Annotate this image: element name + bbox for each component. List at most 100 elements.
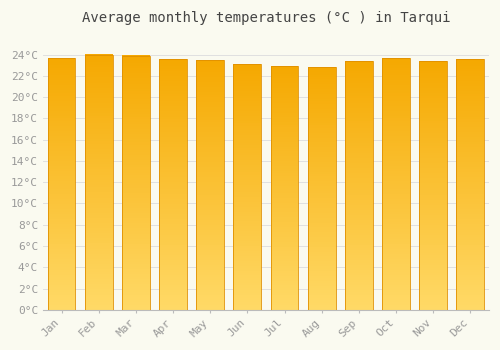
- Bar: [159, 244, 187, 247]
- Bar: [234, 194, 262, 197]
- Bar: [48, 136, 76, 138]
- Bar: [308, 184, 336, 186]
- Bar: [196, 152, 224, 155]
- Bar: [382, 199, 410, 202]
- Bar: [122, 121, 150, 124]
- Bar: [234, 64, 262, 66]
- Bar: [159, 197, 187, 199]
- Bar: [270, 86, 298, 88]
- Bar: [382, 216, 410, 219]
- Bar: [85, 111, 112, 113]
- Bar: [419, 143, 447, 146]
- Bar: [456, 242, 484, 245]
- Bar: [159, 217, 187, 219]
- Bar: [85, 197, 112, 200]
- Bar: [382, 307, 410, 310]
- Bar: [122, 63, 150, 66]
- Bar: [122, 101, 150, 104]
- Bar: [308, 135, 336, 138]
- Bar: [270, 290, 298, 293]
- Bar: [122, 254, 150, 257]
- Bar: [270, 69, 298, 71]
- Bar: [122, 152, 150, 155]
- Bar: [456, 64, 484, 66]
- Bar: [456, 285, 484, 287]
- Bar: [159, 287, 187, 290]
- Bar: [419, 265, 447, 267]
- Bar: [234, 106, 262, 108]
- Bar: [382, 90, 410, 93]
- Bar: [122, 269, 150, 272]
- Bar: [85, 218, 112, 220]
- Bar: [345, 126, 373, 128]
- Bar: [85, 172, 112, 175]
- Bar: [419, 290, 447, 293]
- Bar: [122, 239, 150, 241]
- Bar: [456, 202, 484, 204]
- Bar: [419, 113, 447, 116]
- Bar: [382, 111, 410, 113]
- Bar: [456, 192, 484, 194]
- Bar: [196, 265, 224, 267]
- Bar: [456, 282, 484, 285]
- Bar: [419, 98, 447, 101]
- Bar: [48, 229, 76, 232]
- Bar: [419, 180, 447, 183]
- Bar: [308, 116, 336, 118]
- Bar: [345, 178, 373, 180]
- Bar: [382, 58, 410, 310]
- Bar: [382, 226, 410, 229]
- Bar: [270, 190, 298, 193]
- Bar: [270, 219, 298, 222]
- Bar: [196, 75, 224, 77]
- Bar: [85, 123, 112, 126]
- Bar: [345, 305, 373, 307]
- Bar: [234, 118, 262, 121]
- Bar: [308, 220, 336, 223]
- Bar: [234, 148, 262, 150]
- Bar: [419, 150, 447, 153]
- Bar: [196, 302, 224, 305]
- Bar: [270, 276, 298, 278]
- Bar: [85, 243, 112, 246]
- Bar: [159, 179, 187, 182]
- Bar: [159, 79, 187, 81]
- Bar: [122, 149, 150, 152]
- Bar: [122, 282, 150, 285]
- Bar: [270, 203, 298, 205]
- Bar: [196, 300, 224, 302]
- Bar: [270, 246, 298, 249]
- Bar: [345, 223, 373, 225]
- Bar: [234, 96, 262, 98]
- Bar: [48, 68, 76, 70]
- Bar: [419, 208, 447, 210]
- Bar: [419, 148, 447, 150]
- Bar: [456, 144, 484, 147]
- Bar: [196, 235, 224, 237]
- Bar: [85, 62, 112, 65]
- Bar: [159, 260, 187, 262]
- Bar: [159, 121, 187, 124]
- Bar: [419, 118, 447, 121]
- Bar: [382, 232, 410, 234]
- Bar: [48, 171, 76, 174]
- Bar: [48, 264, 76, 267]
- Bar: [159, 141, 187, 144]
- Bar: [382, 285, 410, 287]
- Bar: [345, 245, 373, 247]
- Bar: [196, 250, 224, 252]
- Bar: [234, 108, 262, 111]
- Bar: [234, 162, 262, 165]
- Bar: [196, 187, 224, 190]
- Bar: [270, 176, 298, 178]
- Bar: [122, 139, 150, 142]
- Bar: [345, 275, 373, 278]
- Bar: [196, 157, 224, 160]
- Bar: [159, 267, 187, 270]
- Bar: [270, 159, 298, 161]
- Bar: [196, 127, 224, 130]
- Bar: [382, 65, 410, 68]
- Bar: [159, 119, 187, 121]
- Bar: [308, 254, 336, 257]
- Bar: [419, 280, 447, 282]
